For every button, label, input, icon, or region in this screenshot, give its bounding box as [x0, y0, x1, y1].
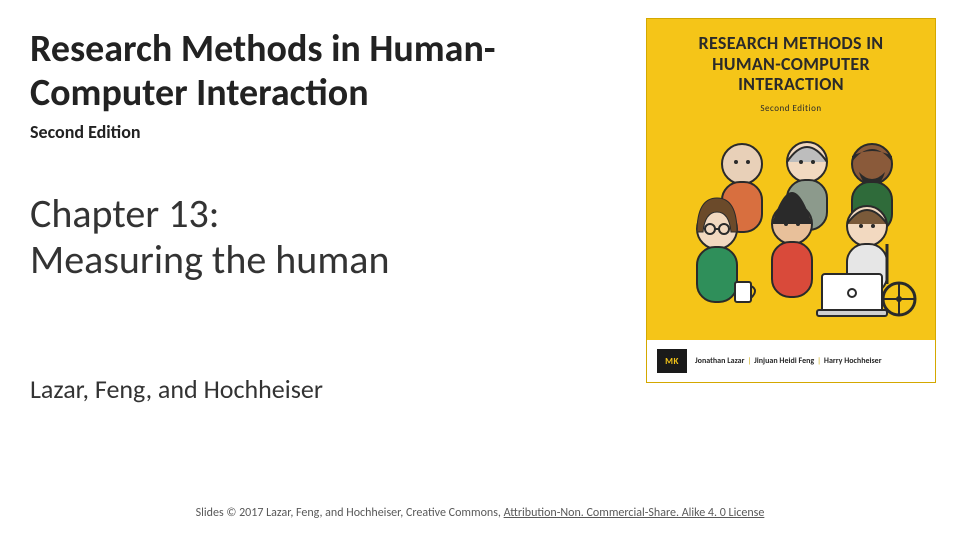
footer: Slides © 2017 Lazar, Feng, and Hochheise…: [0, 506, 960, 520]
cover-author-1: Jonathan Lazar: [695, 356, 744, 366]
cover-title-line2: HUMAN-COMPUTER: [712, 53, 870, 75]
chapter-heading: Chapter 13:Measuring the human: [30, 191, 590, 283]
footer-license: Attribution-Non. Commercial-Share. Alike…: [504, 506, 765, 520]
cover-title-line1: RESEARCH METHODS IN: [699, 32, 884, 54]
cover-edition: Second Edition: [647, 103, 935, 114]
book-cover: RESEARCH METHODS IN HUMAN-COMPUTER INTER…: [646, 18, 936, 383]
cover-illustration: [647, 124, 935, 324]
cover-author-3: Harry Hochheiser: [824, 356, 882, 366]
cover-title: RESEARCH METHODS IN HUMAN-COMPUTER INTER…: [647, 19, 935, 97]
main-title: Research Methods in Human-Computer Inter…: [30, 28, 590, 115]
slide: Research Methods in Human-Computer Inter…: [0, 0, 960, 540]
cover-authors-text: Jonathan Lazar|Jinjuan Heidi Feng|Harry …: [695, 356, 882, 366]
cover-authors-band: MK Jonathan Lazar|Jinjuan Heidi Feng|Har…: [647, 340, 935, 382]
cover-author-2: Jinjuan Heidi Feng: [754, 356, 814, 366]
publisher-logo: MK: [657, 349, 687, 373]
footer-prefix: Slides © 2017 Lazar, Feng, and Hochheise…: [196, 506, 504, 520]
cover-title-line3: INTERACTION: [738, 73, 844, 95]
